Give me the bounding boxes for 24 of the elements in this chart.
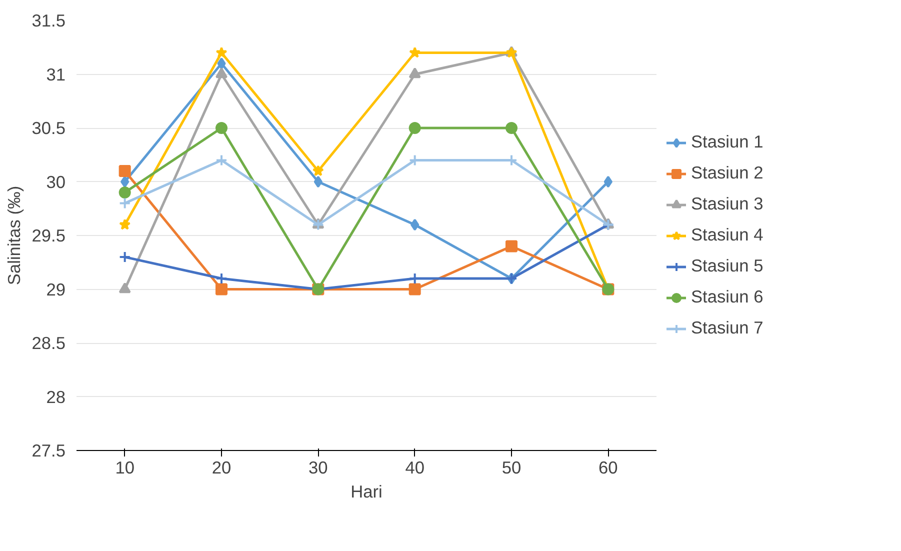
y-tick-label: 30.5 [32,118,66,138]
legend-label: Stasiun 3 [691,194,764,214]
y-tick-label: 31.5 [32,10,66,30]
y-tick-label: 30 [46,172,66,192]
y-axis-title: Salinitas (‰) [4,186,24,286]
legend-label: Stasiun 4 [691,224,764,246]
legend-label: Stasiun 5 [691,256,764,276]
y-tick-label: 31 [46,64,66,84]
x-tick-label: 20 [212,458,232,478]
legend-label: Stasiun 6 [691,286,764,308]
y-tick-label: 29 [46,279,66,300]
x-tick-label: 30 [308,458,328,478]
y-tick-label: 29.5 [32,226,66,246]
y-tick-label: 27.5 [32,440,66,460]
y-tick-label: 28.5 [32,333,66,353]
y-tick-label: 28 [46,386,66,407]
x-axis-title: Hari [350,482,382,502]
x-tick-label: 60 [598,458,618,478]
x-tick-label: 50 [502,458,522,478]
legend-label: Stasiun 1 [691,132,764,152]
x-tick-label: 40 [405,458,424,478]
x-tick-label: 10 [115,458,134,478]
legend-label: Stasiun 2 [691,162,764,184]
legend-label: Stasiun 7 [691,318,764,338]
